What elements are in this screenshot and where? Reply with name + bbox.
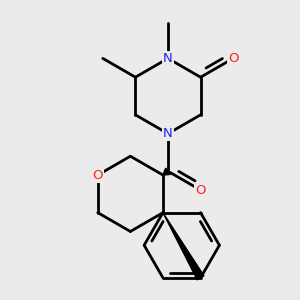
Text: N: N: [163, 127, 173, 140]
Text: N: N: [163, 52, 173, 65]
Text: O: O: [92, 169, 103, 182]
Text: O: O: [195, 184, 206, 196]
Polygon shape: [163, 168, 170, 175]
Text: O: O: [228, 52, 238, 65]
Polygon shape: [163, 213, 204, 280]
